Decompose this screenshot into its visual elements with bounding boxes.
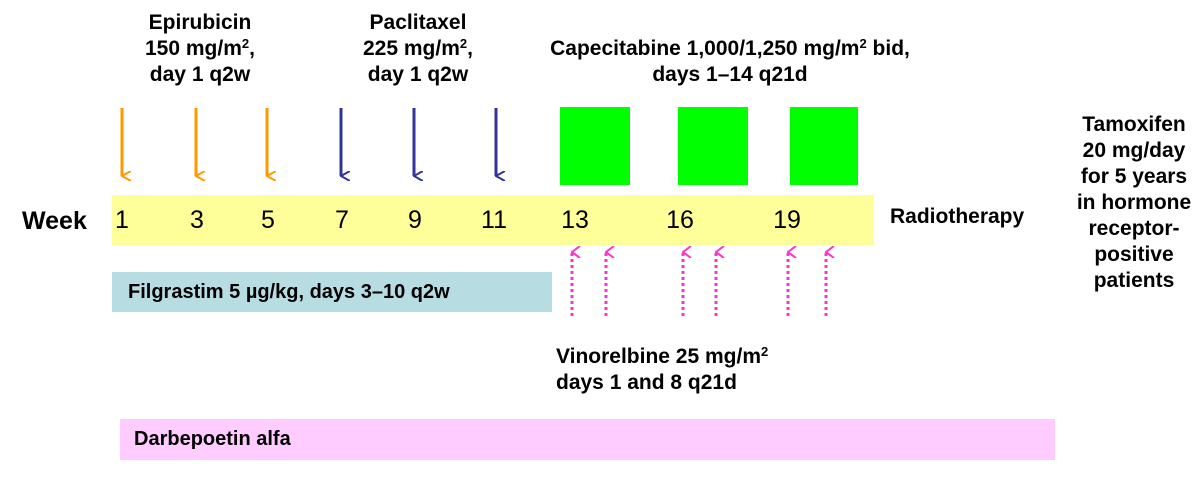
epirubicin-label: Epirubicin 150 mg/m2, day 1 q2w [120, 10, 280, 88]
epirubicin-dose: 150 mg/m2, [145, 35, 255, 60]
capecitabine-block-1 [560, 107, 630, 185]
tamoxifen-line: 20 mg/day [1082, 139, 1186, 162]
week-19: 19 [773, 206, 801, 234]
vinorelbine-line2: days 1 and 8 q21d [556, 371, 737, 394]
week-13: 13 [561, 206, 589, 234]
paclitaxel-label: Paclitaxel 225 mg/m2, day 1 q2w [338, 10, 498, 88]
week-1: 1 [115, 206, 129, 234]
epirubicin-schedule: day 1 q2w [149, 63, 251, 86]
capecitabine-line2: days 1–14 q21d [652, 63, 808, 86]
paclitaxel-name: Paclitaxel [369, 11, 467, 34]
tamoxifen-line: in hormone [1076, 191, 1192, 214]
capecitabine-label: Capecitabine 1,000/1,250 mg/m2 bid, days… [520, 36, 940, 88]
week-label: Week [22, 207, 87, 235]
paclitaxel-schedule: day 1 q2w [367, 63, 469, 86]
tamoxifen-line: receptor- [1088, 217, 1180, 240]
tamoxifen-label: Tamoxifen 20 mg/day for 5 years in hormo… [1068, 112, 1200, 294]
week-16: 16 [666, 206, 694, 234]
tamoxifen-line: Tamoxifen [1082, 113, 1186, 136]
paclitaxel-dose: 225 mg/m2, [363, 35, 473, 60]
vinorelbine-line1: Vinorelbine 25 mg/m2 [556, 343, 769, 368]
darbepoetin-bar: Darbepoetin alfa [120, 419, 1055, 460]
capecitabine-block-2 [678, 107, 748, 185]
week-11: 11 [481, 206, 507, 234]
capecitabine-line1: Capecitabine 1,000/1,250 mg/m2 bid, [550, 35, 910, 60]
vinorelbine-label: Vinorelbine 25 mg/m2 days 1 and 8 q21d [556, 344, 768, 396]
filgrastim-label: Filgrastim 5 µg/kg, days 3–10 q2w [128, 281, 450, 303]
radiotherapy-label: Radiotherapy [890, 205, 1025, 228]
timeline-bar [112, 195, 874, 245]
week-7: 7 [335, 206, 349, 234]
capecitabine-block-3 [790, 107, 858, 185]
week-9: 9 [408, 206, 422, 234]
tamoxifen-line: for 5 years [1080, 165, 1188, 188]
week-5: 5 [261, 206, 275, 234]
tamoxifen-line: positive [1094, 243, 1174, 266]
tamoxifen-line: patients [1093, 269, 1175, 292]
week-3: 3 [190, 206, 204, 234]
filgrastim-bar: Filgrastim 5 µg/kg, days 3–10 q2w [112, 272, 552, 312]
epirubicin-name: Epirubicin [148, 11, 252, 34]
darbepoetin-label: Darbepoetin alfa [134, 428, 291, 450]
